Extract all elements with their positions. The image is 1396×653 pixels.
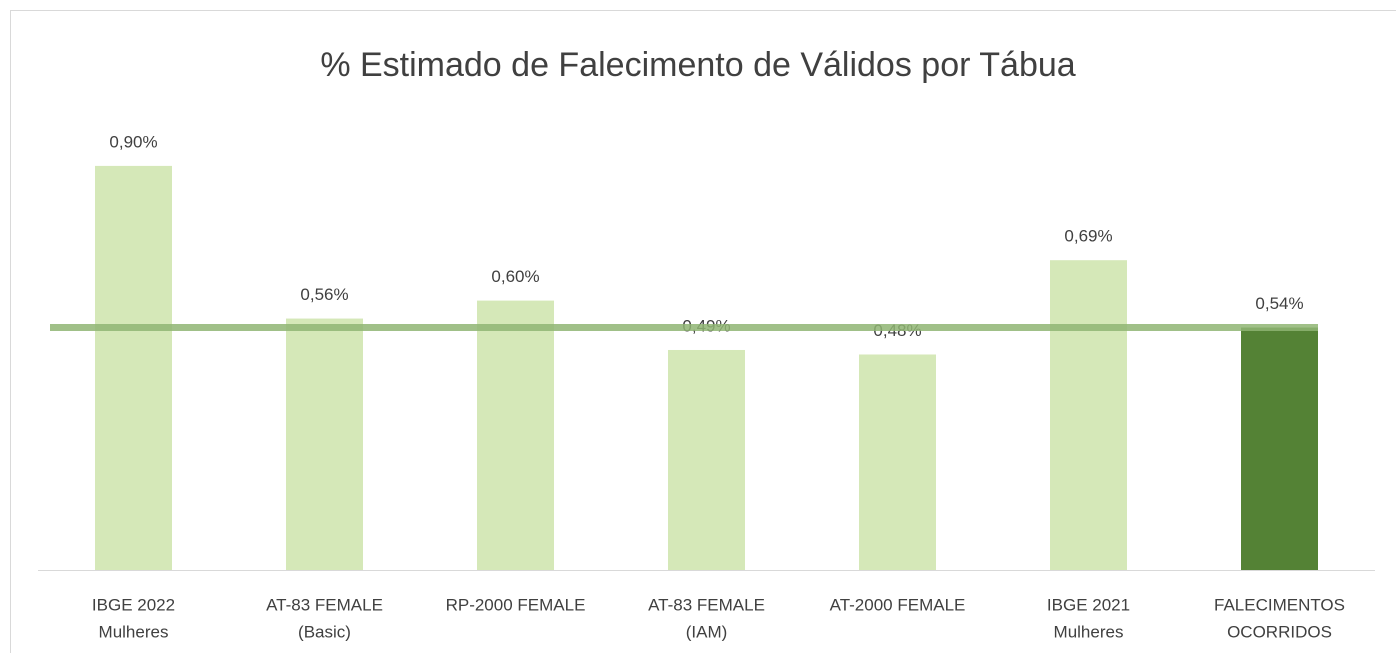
bar [1050, 260, 1127, 570]
x-tick-label: (IAM) [686, 622, 728, 641]
bar [668, 349, 745, 570]
data-label: 0,90% [109, 132, 157, 151]
x-tick-label: IBGE 2022 [92, 595, 175, 614]
data-label: 0,56% [300, 285, 348, 304]
chart-title: % Estimado de Falecimento de Válidos por… [320, 46, 1075, 84]
bar [286, 318, 363, 570]
bar [1241, 327, 1318, 570]
bar [95, 165, 172, 570]
x-tick-label: OCORRIDOS [1227, 622, 1332, 641]
x-tick-label: AT-2000 FEMALE [830, 595, 966, 614]
bar [477, 300, 554, 570]
x-tick-label: Mulheres [99, 622, 169, 641]
data-label: 0,69% [1064, 227, 1112, 246]
x-tick-label: FALECIMENTOS [1214, 595, 1345, 614]
data-label: 0,60% [491, 267, 539, 286]
x-tick-label: Mulheres [1054, 622, 1124, 641]
x-tick-label: AT-83 FEMALE [648, 595, 765, 614]
x-tick-label: AT-83 FEMALE [266, 595, 383, 614]
bar [859, 354, 936, 570]
x-tick-label: (Basic) [298, 622, 351, 641]
x-tick-label: IBGE 2021 [1047, 595, 1130, 614]
chart-frame [10, 10, 1396, 653]
x-tick-label: RP-2000 FEMALE [446, 595, 586, 614]
data-label: 0,54% [1255, 294, 1303, 313]
